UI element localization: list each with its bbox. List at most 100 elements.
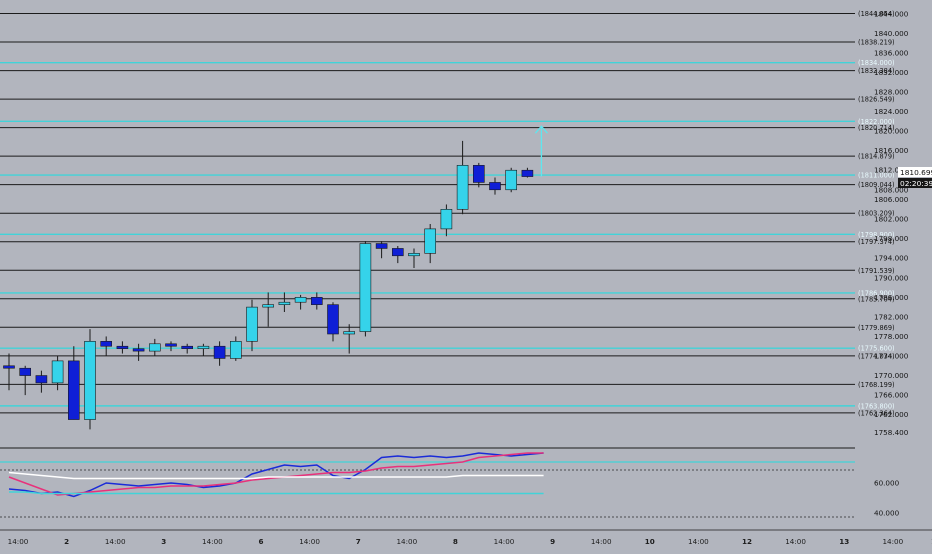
- time-tick-label: 10: [645, 537, 655, 546]
- level-label: (1826.549): [858, 96, 895, 104]
- candle-body: [181, 345, 193, 349]
- candle: [278, 292, 291, 312]
- time-tick-label: 8: [453, 537, 458, 546]
- time-tick-label: 6: [258, 537, 263, 546]
- level-label: (1786.900): [858, 289, 895, 297]
- time-tick-label: 14:00: [882, 537, 903, 546]
- time-tick-label: 14:00: [105, 537, 126, 546]
- time-tick-label: 13: [839, 537, 849, 546]
- candle: [230, 336, 242, 361]
- price-badges: 1810.699 02:20:39: [898, 167, 932, 188]
- candle-body: [132, 348, 145, 352]
- candle: [19, 365, 32, 396]
- osc-series-osc_white: [8, 471, 544, 480]
- level-label: (1768.199): [858, 381, 895, 389]
- candle-body: [310, 297, 323, 305]
- candle-body: [19, 367, 32, 376]
- candle-body: [165, 343, 177, 347]
- price-tick-label: 1794.000: [874, 254, 909, 263]
- price-tick-label: 1774.000: [874, 352, 909, 361]
- candle: [375, 241, 388, 259]
- candle: [132, 343, 145, 361]
- time-tick-label: 14:00: [494, 537, 515, 546]
- time-tick-label: 14:00: [785, 537, 806, 546]
- time-tick-label: 14:00: [8, 537, 29, 546]
- candle: [181, 343, 193, 354]
- price-tick-label: 1798.000: [874, 234, 909, 243]
- candle: [165, 341, 177, 352]
- time-tick-label: 2: [64, 537, 69, 546]
- price-tick-label: 1758.400: [874, 428, 909, 437]
- candle: [489, 177, 501, 195]
- price-tick-label: 1828.000: [874, 88, 909, 97]
- osc-series-osc_slow: [8, 452, 544, 496]
- candle: [391, 246, 404, 264]
- candle-body: [262, 304, 275, 308]
- candle: [440, 204, 453, 237]
- candle-body: [327, 304, 339, 335]
- price-tick-label: 1832.000: [874, 68, 909, 77]
- candle-body: [521, 169, 534, 177]
- countdown-badge-bg: [898, 178, 932, 188]
- candle: [3, 353, 15, 391]
- level-label: (1809.044): [858, 181, 895, 189]
- candle-body: [294, 297, 307, 303]
- osc-level-label: 40.000: [874, 509, 900, 518]
- candle-body: [213, 345, 226, 359]
- candle: [408, 248, 420, 268]
- candle-body: [408, 253, 420, 257]
- level-label: (1832.384): [858, 67, 895, 75]
- level-label: (1762.364): [858, 409, 895, 417]
- candle: [359, 241, 372, 337]
- level-label: (1775.600): [858, 345, 895, 353]
- candle-body: [51, 360, 64, 384]
- osc-level-label: 60.000: [874, 479, 900, 488]
- time-tick-label: 14:00: [396, 537, 417, 546]
- time-tick-label: 14:00: [688, 537, 709, 546]
- time-tick-label: 14:00: [202, 537, 223, 546]
- candle: [472, 162, 485, 188]
- candle-body: [278, 301, 291, 305]
- candle-body: [116, 345, 129, 349]
- osc-series-osc_fast: [8, 452, 544, 498]
- price-tick-label: 1790.000: [874, 273, 909, 282]
- candle-body: [424, 228, 437, 254]
- price-tick-label: 1762.000: [874, 410, 909, 419]
- time-tick-label: 7: [356, 537, 361, 546]
- price-tick-label: 1806.000: [874, 195, 909, 204]
- candle-body: [35, 375, 48, 384]
- candle: [424, 224, 437, 264]
- price-tick-label: 1836.000: [874, 48, 909, 57]
- candle: [100, 336, 112, 356]
- candle: [294, 294, 307, 310]
- level-label: (1820.714): [858, 124, 895, 132]
- price-tick-label: 1778.000: [874, 332, 909, 341]
- candle: [246, 299, 258, 352]
- candle: [521, 167, 534, 178]
- candle-body: [359, 243, 372, 332]
- price-tick-label: 1820.000: [874, 127, 909, 136]
- level-label: (1779.869): [858, 324, 895, 332]
- candle-body: [489, 182, 501, 191]
- candle: [35, 370, 48, 393]
- time-tick-label: 14:00: [299, 537, 320, 546]
- level-label: (1774.034): [858, 352, 895, 360]
- oscillator-panel: [0, 447, 855, 518]
- price-tick-label: 1812.000: [874, 166, 909, 175]
- candle-body: [472, 165, 485, 183]
- arrow-head: [534, 125, 548, 134]
- candle-body: [149, 343, 161, 352]
- price-axis[interactable]: 1844.000 1840.000 1836.000 1832.000 1828.000…: [874, 9, 909, 517]
- candle: [116, 341, 129, 354]
- level-label: (1763.800): [858, 402, 895, 410]
- candle-body: [246, 306, 258, 342]
- candle-body: [100, 341, 112, 347]
- candles-group: [3, 140, 534, 430]
- candle: [213, 341, 226, 366]
- time-tick-label: 14:00: [591, 537, 612, 546]
- time-tick-label: 9: [550, 537, 555, 546]
- price-tick-label: 1770.000: [874, 371, 909, 380]
- time-axis[interactable]: 14:00 2 14:00 3 14:00 6 14:00 7 14:00 8 14:00 9 14:0…: [0, 529, 932, 546]
